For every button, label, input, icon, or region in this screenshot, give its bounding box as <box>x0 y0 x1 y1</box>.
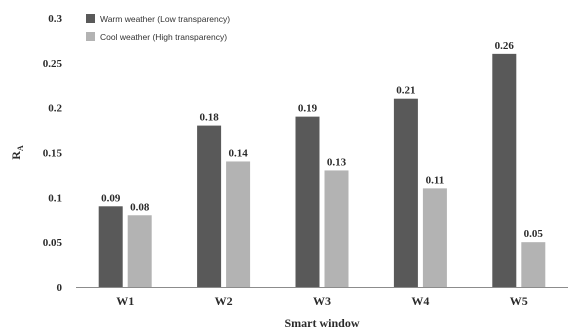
y-tick-label: 0.05 <box>43 237 63 249</box>
legend-label: Warm weather (Low transparency) <box>100 14 230 24</box>
data-label: 0.08 <box>130 201 150 213</box>
x-axis: W1 W2 W3 W4 W5 <box>116 294 528 308</box>
data-label: 0.14 <box>228 147 248 159</box>
legend: Warm weather (Low transparency) Cool weat… <box>86 14 230 42</box>
data-label: 0.09 <box>101 192 121 204</box>
y-axis: 0 0.05 0.1 0.15 0.2 0.25 0.3 <box>43 13 63 294</box>
data-label: 0.05 <box>524 228 544 240</box>
data-label: 0.19 <box>298 103 318 115</box>
y-tick-label: 0.15 <box>43 148 63 160</box>
bar-W4-series-2 <box>422 188 447 287</box>
y-tick-label: 0.1 <box>48 192 62 204</box>
legend-swatch <box>86 14 95 23</box>
legend-swatch <box>86 32 95 41</box>
x-tick-label: W1 <box>116 294 134 308</box>
y-axis-title: RA <box>9 145 25 160</box>
x-tick-label: W4 <box>411 294 429 308</box>
x-tick-label: W3 <box>313 294 331 308</box>
x-axis-title: Smart window <box>284 316 359 330</box>
y-axis-title-subscript: A <box>16 145 25 151</box>
bar-W4-series-1 <box>393 98 418 287</box>
bar-W2-series-2 <box>226 161 251 287</box>
bar-W5-series-1 <box>492 53 517 287</box>
data-label: 0.26 <box>495 40 515 52</box>
data-label: 0.13 <box>327 156 347 168</box>
data-label: 0.18 <box>199 112 219 124</box>
data-label: 0.11 <box>426 174 445 186</box>
x-tick-label: W2 <box>215 294 233 308</box>
y-tick-label: 0.2 <box>48 103 62 115</box>
data-labels: 0.09 0.08 0.18 0.14 0.19 0.13 0.21 0.11 0.26 0.05 <box>101 40 543 240</box>
data-label: 0.21 <box>396 85 415 97</box>
y-tick-label: 0.3 <box>48 13 62 25</box>
y-axis-title-main: R <box>9 151 23 160</box>
bar-W5-series-2 <box>521 242 546 287</box>
bar-W3-series-2 <box>324 170 349 287</box>
bar-W1-series-2 <box>127 215 152 287</box>
y-tick-label: 0.25 <box>43 58 63 70</box>
legend-label: Cool weather (High transparency) <box>100 32 227 42</box>
bar-W1-series-1 <box>98 206 123 287</box>
bar-W3-series-1 <box>295 116 320 287</box>
bar-W2-series-1 <box>197 125 222 287</box>
bar-series <box>98 53 546 287</box>
y-tick-label: 0 <box>57 282 63 294</box>
x-tick-label: W5 <box>510 294 528 308</box>
